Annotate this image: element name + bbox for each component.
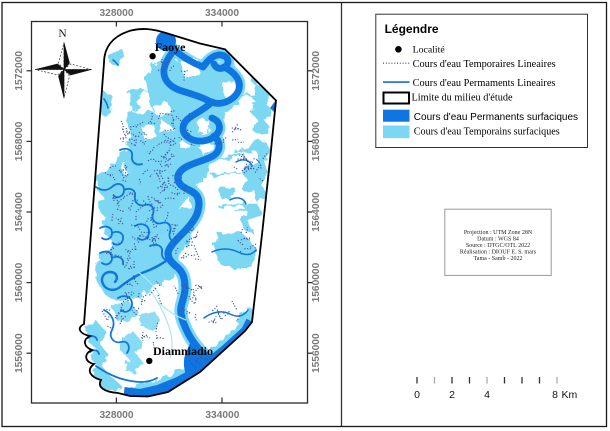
svg-text:Localité: Localité <box>413 45 446 56</box>
svg-text:2: 2 <box>449 389 455 401</box>
svg-text:Réalisation : DIOUF E. S. mars: Réalisation : DIOUF E. S. mars <box>460 250 537 256</box>
svg-text:1568000: 1568000 <box>311 121 322 161</box>
svg-text:Cours d'eau Temporains surfaci: Cours d'eau Temporains surfaciques <box>414 127 560 138</box>
svg-text:0: 0 <box>414 389 420 401</box>
svg-text:1564000: 1564000 <box>14 192 25 232</box>
svg-text:1556000: 1556000 <box>14 333 25 373</box>
svg-text:334000: 334000 <box>205 410 239 421</box>
svg-text:8: 8 <box>552 389 558 401</box>
svg-text:1556000: 1556000 <box>311 333 322 373</box>
svg-text:Tama - Samb - 2022: Tama - Samb - 2022 <box>474 256 523 262</box>
svg-text:334000: 334000 <box>205 8 239 19</box>
svg-text:Cours d'eau Temporaires Lineai: Cours d'eau Temporaires Lineaires <box>413 59 556 70</box>
svg-text:N: N <box>58 28 67 40</box>
svg-text:328000: 328000 <box>100 410 134 421</box>
svg-text:1560000: 1560000 <box>311 262 322 302</box>
svg-text:1560000: 1560000 <box>14 262 25 302</box>
svg-text:4: 4 <box>484 389 490 401</box>
svg-text:1572000: 1572000 <box>311 51 322 91</box>
svg-text:Datum : WGS 84: Datum : WGS 84 <box>477 237 519 243</box>
svg-text:1564000: 1564000 <box>311 192 322 232</box>
svg-text:Cours d'eau Permanents surfaci: Cours d'eau Permanents surfaciques <box>414 112 578 123</box>
svg-text:Faoye: Faoye <box>155 40 186 54</box>
svg-text:328000: 328000 <box>100 8 134 19</box>
svg-text:Limite du milieu d'étude: Limite du milieu d'étude <box>412 93 514 104</box>
svg-text:Km: Km <box>562 389 578 401</box>
svg-text:1568000: 1568000 <box>14 121 25 161</box>
svg-text:Cours d'eau Permaments Lineair: Cours d'eau Permaments Lineaires <box>413 78 556 89</box>
svg-text:1572000: 1572000 <box>14 51 25 91</box>
svg-text:Projection : UTM Zone 28N: Projection : UTM Zone 28N <box>464 230 533 236</box>
svg-text:Source : DTGC/OTL 2022: Source : DTGC/OTL 2022 <box>466 243 530 249</box>
svg-text:Légendre: Légendre <box>385 22 439 36</box>
svg-text:Diamniadio: Diamniadio <box>153 344 213 358</box>
